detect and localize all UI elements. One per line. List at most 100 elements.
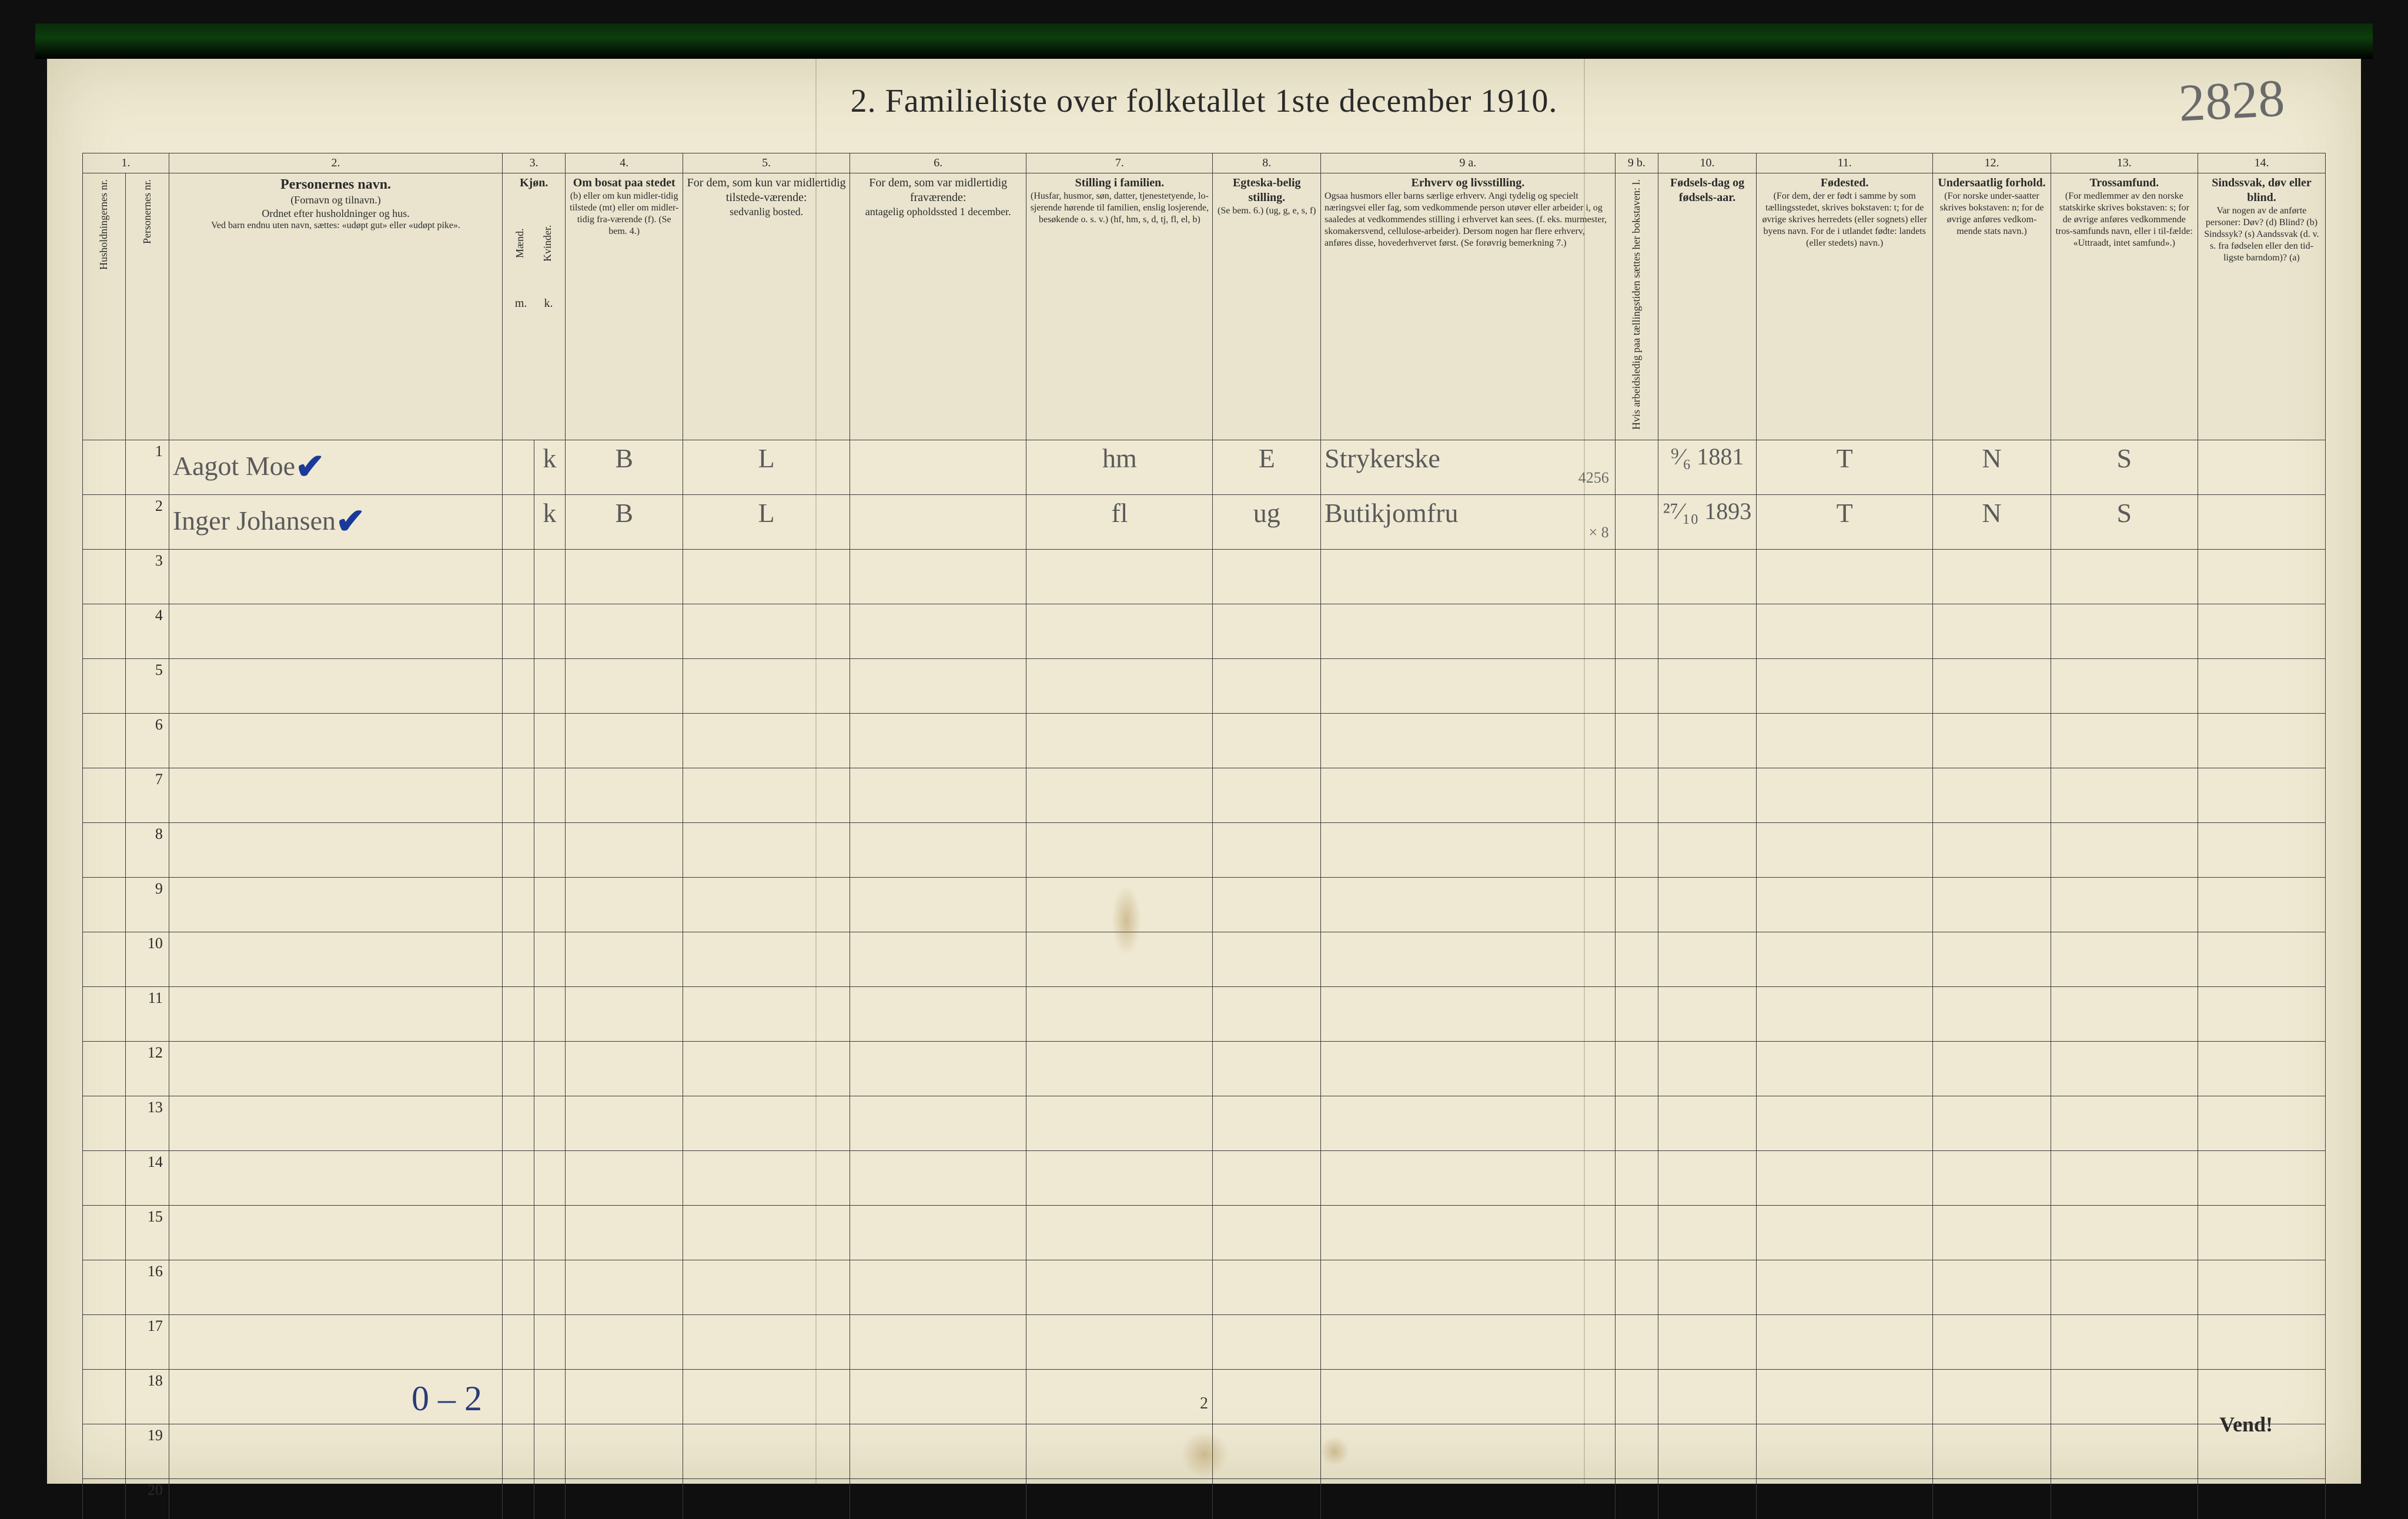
cell-sex-k — [534, 1205, 565, 1260]
cell-person-nr: 10 — [126, 932, 169, 986]
hdr-col11-title: Fødested. — [1760, 176, 1929, 190]
cell-sex-m — [503, 932, 534, 986]
cell-col8 — [1213, 604, 1321, 658]
hdr-col8-body: (Se bem. 6.) (ug, g, e, s, f) — [1216, 205, 1317, 217]
table-row: 15 — [83, 1205, 2326, 1260]
cell-col11: T — [1756, 440, 1932, 494]
cell-sex-m — [503, 658, 534, 713]
cell-sex-m — [503, 1041, 534, 1096]
cell-household-nr — [83, 494, 126, 549]
cell-sex-m — [503, 1150, 534, 1205]
cell-col13 — [2051, 877, 2198, 932]
checkmark-icon: ✔ — [336, 501, 365, 542]
cell-col5 — [683, 1424, 850, 1478]
hdr-col4: Om bosat paa stedet (b) eller om kun mid… — [566, 173, 683, 440]
cell-col6 — [850, 768, 1026, 822]
cell-col4 — [566, 877, 683, 932]
cell-sex-k — [534, 1478, 565, 1519]
colnum-6: 6. — [850, 153, 1026, 173]
cell-col6 — [850, 1205, 1026, 1260]
cell-col11 — [1756, 986, 1932, 1041]
hdr-col12: Undersaatlig forhold. (For norske under-… — [1933, 173, 2051, 440]
cell-col9a — [1321, 658, 1616, 713]
footer-vend: Vend! — [2219, 1412, 2273, 1437]
table-row: 2Inger Johansen ✔kBLflugButikjomfru× 8²⁷… — [83, 494, 2326, 549]
cell-household-nr — [83, 440, 126, 494]
cell-name — [169, 658, 502, 713]
cell-col7 — [1026, 1260, 1213, 1314]
cell-col14 — [2198, 1205, 2325, 1260]
cell-person-nr: 16 — [126, 1260, 169, 1314]
cell-col14 — [2198, 932, 2325, 986]
cell-col9a — [1321, 1096, 1616, 1150]
cell-name — [169, 1150, 502, 1205]
cell-household-nr — [83, 1041, 126, 1096]
hdr-col11: Fødested. (For dem, der er født i samme … — [1756, 173, 1932, 440]
cell-col8: ug — [1213, 494, 1321, 549]
hdr-col11-body: (For dem, der er født i samme by som tæl… — [1760, 190, 1929, 249]
cell-col10 — [1658, 713, 1757, 768]
cell-col13 — [2051, 658, 2198, 713]
cell-col11 — [1756, 713, 1932, 768]
cell-col12 — [1933, 1096, 2051, 1150]
cell-col10 — [1658, 877, 1757, 932]
cell-col9a — [1321, 822, 1616, 877]
table-row: 11 — [83, 986, 2326, 1041]
hdr-col12-body: (For norske under-saatter skrives boksta… — [1937, 190, 2046, 237]
cell-col7 — [1026, 1150, 1213, 1205]
cell-household-nr — [83, 658, 126, 713]
cell-col10 — [1658, 1041, 1757, 1096]
cell-col4 — [566, 986, 683, 1041]
cell-col5 — [683, 1150, 850, 1205]
cell-col13 — [2051, 1478, 2198, 1519]
cell-sex-k — [534, 768, 565, 822]
cell-col5 — [683, 1096, 850, 1150]
hdr-col1b: Personernes nr. — [126, 173, 169, 440]
cell-col14 — [2198, 1314, 2325, 1369]
table-row: 4 — [83, 604, 2326, 658]
cell-name — [169, 1314, 502, 1369]
cell-col10: ²⁷⁄₁₀ 1893 — [1658, 494, 1757, 549]
cell-col9a — [1321, 1205, 1616, 1260]
hdr-col5: For dem, som kun var midlertidig tilsted… — [683, 173, 850, 440]
checkmark-icon: ✔ — [295, 446, 325, 487]
hdr-col14-body: Var nogen av de anførte personer: Døv? (… — [2202, 205, 2322, 264]
cell-col13 — [2051, 549, 2198, 604]
hdr-col13-title: Trossamfund. — [2055, 176, 2194, 190]
cell-col14 — [2198, 713, 2325, 768]
cell-col10 — [1658, 1424, 1757, 1478]
cell-col10 — [1658, 604, 1757, 658]
cell-col9a — [1321, 768, 1616, 822]
hdr-col9b: Hvis arbeidsledig paa tællingstiden sætt… — [1615, 173, 1658, 440]
colnum-7: 7. — [1026, 153, 1213, 173]
colnum-12: 12. — [1933, 153, 2051, 173]
cell-sex-k — [534, 1150, 565, 1205]
cell-sex-m — [503, 604, 534, 658]
cell-col11 — [1756, 1314, 1932, 1369]
cell-col9b — [1615, 1424, 1658, 1478]
paper-stain — [1320, 1437, 1349, 1466]
cell-col12 — [1933, 1260, 2051, 1314]
hdr-col14: Sindssvak, døv eller blind. Var nogen av… — [2198, 173, 2325, 440]
cell-col8 — [1213, 549, 1321, 604]
cell-col5 — [683, 1260, 850, 1314]
cell-col6 — [850, 986, 1026, 1041]
cell-col12 — [1933, 768, 2051, 822]
cell-col9a: Strykerske4256 — [1321, 440, 1616, 494]
table-row: 10 — [83, 932, 2326, 986]
hdr-col6-body: antagelig opholdssted 1 december. — [854, 205, 1022, 219]
cell-col10 — [1658, 549, 1757, 604]
cell-col9b — [1615, 1096, 1658, 1150]
cell-col11 — [1756, 549, 1932, 604]
hdr-col3-title: Kjøn. — [506, 176, 561, 190]
cell-col11 — [1756, 877, 1932, 932]
top-right-pencil-number: 2828 — [2177, 68, 2286, 133]
cell-col9b — [1615, 658, 1658, 713]
cell-person-nr: 7 — [126, 768, 169, 822]
paper-stain — [1181, 1431, 1228, 1478]
cell-household-nr — [83, 1150, 126, 1205]
cell-sex-m — [503, 1205, 534, 1260]
cell-person-nr: 17 — [126, 1314, 169, 1369]
cell-household-nr — [83, 1478, 126, 1519]
cell-person-nr: 5 — [126, 658, 169, 713]
